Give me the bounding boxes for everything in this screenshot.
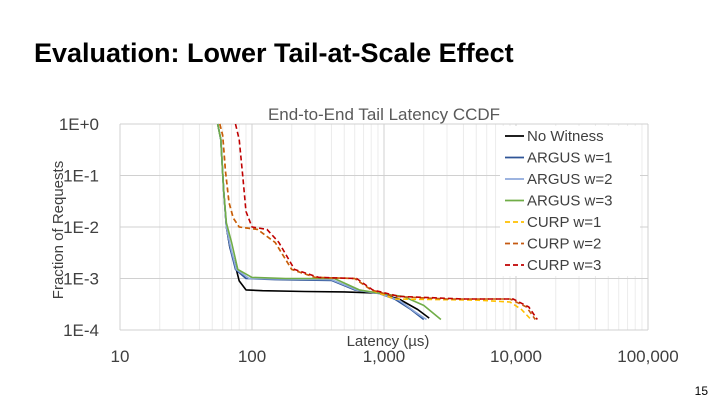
y-tick-label: 1E-2 — [63, 218, 99, 237]
legend-label: ARGUS w=3 — [527, 193, 612, 210]
y-tick-label: 1E-1 — [63, 167, 99, 186]
legend-label: ARGUS w=2 — [527, 171, 612, 188]
y-tick-labels: 1E+0 1E-1 1E-2 1E-3 1E-4 — [59, 115, 99, 340]
legend-label: CURP w=1 — [527, 214, 601, 231]
slide-title: Evaluation: Lower Tail-at-Scale Effect — [34, 38, 514, 68]
x-tick-label: 1,000 — [363, 347, 406, 366]
x-tick-labels: 10 100 1,000 10,000 100,000 — [111, 347, 679, 366]
y-axis-title: Fraction of Requests — [50, 161, 67, 299]
x-tick-label: 10 — [111, 347, 130, 366]
legend-label: CURP w=2 — [527, 236, 601, 253]
legend-label: ARGUS w=1 — [527, 150, 612, 167]
legend-label: No Witness — [527, 128, 604, 145]
y-tick-label: 1E-4 — [63, 321, 99, 340]
x-tick-label: 100 — [238, 347, 266, 366]
series-layer — [216, 123, 538, 321]
series-line-7 — [234, 123, 538, 320]
chart-title: End-to-End Tail Latency CCDF — [268, 105, 500, 124]
y-tick-label: 1E-3 — [63, 270, 99, 289]
y-tick-label: 1E+0 — [59, 115, 99, 134]
x-axis-title: Latency (µs) — [347, 333, 430, 350]
legend: No Witness ARGUS w=1 ARGUS w=2 ARGUS w=3 CUR… — [500, 126, 640, 276]
x-tick-label: 10,000 — [490, 347, 542, 366]
x-tick-label: 100,000 — [617, 347, 678, 366]
page-number: 15 — [694, 384, 708, 398]
legend-label: CURP w=3 — [527, 257, 601, 274]
